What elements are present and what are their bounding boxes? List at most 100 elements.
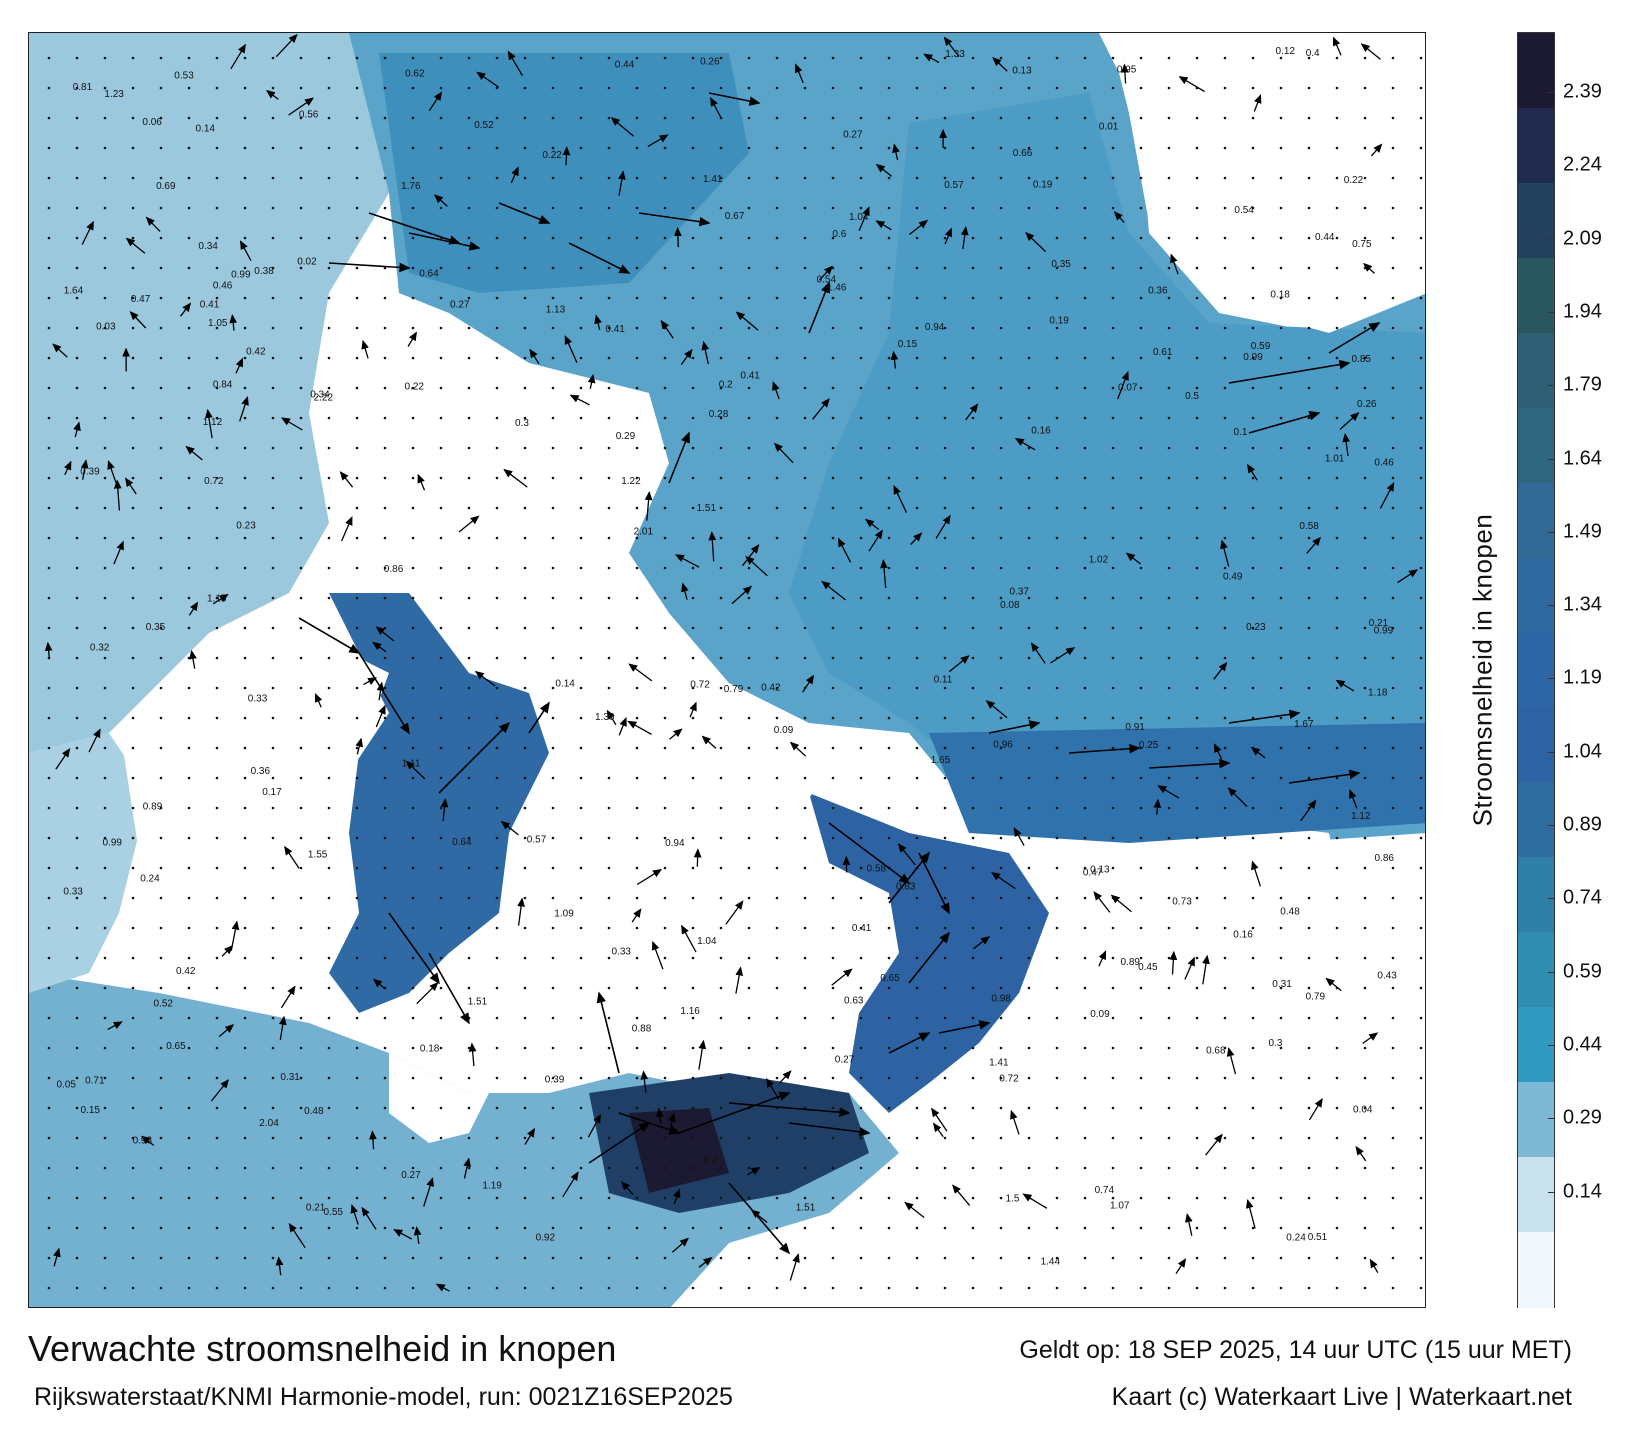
grid-dot: [383, 956, 387, 960]
grid-dot: [1279, 56, 1283, 60]
grid-dot: [859, 566, 863, 570]
grid-dot: [1167, 986, 1171, 990]
grid-dot: [271, 866, 275, 870]
grid-dot: [635, 926, 639, 930]
grid-dot: [271, 1106, 275, 1110]
grid-dot: [411, 956, 415, 960]
grid-dot: [1111, 806, 1115, 810]
grid-dot: [1055, 896, 1059, 900]
grid-dot: [159, 326, 163, 330]
grid-dot: [131, 806, 135, 810]
grid-dot: [1083, 446, 1087, 450]
grid-dot: [635, 1226, 639, 1230]
grid-dot: [271, 746, 275, 750]
speed-label: 1.01: [1325, 454, 1345, 465]
grid-dot: [523, 1076, 527, 1080]
grid-dot: [215, 746, 219, 750]
colorbar-tick-label: 1.19: [1563, 666, 1602, 689]
grid-dot: [859, 506, 863, 510]
grid-dot: [551, 296, 555, 300]
grid-dot: [187, 1016, 191, 1020]
current-arrow: [73, 421, 81, 438]
grid-dot: [1195, 1286, 1199, 1290]
grid-dot: [495, 686, 499, 690]
grid-dot: [551, 1196, 555, 1200]
grid-dot: [1307, 956, 1311, 960]
speed-label: 0.65: [166, 1041, 186, 1052]
grid-dot: [103, 1226, 107, 1230]
grid-dot: [1307, 476, 1311, 480]
grid-dot: [971, 476, 975, 480]
grid-dot: [607, 926, 611, 930]
grid-dot: [971, 596, 975, 600]
current-arrow: [80, 459, 89, 480]
current-speed-map[interactable]: 0.450.240.420.190.360.090.230.220.440.27…: [29, 33, 1426, 1308]
grid-dot: [1055, 926, 1059, 930]
grid-dot: [943, 686, 947, 690]
speed-label: 1.51: [697, 503, 717, 514]
grid-dot: [719, 416, 723, 420]
sea-west-coast: [29, 733, 149, 993]
grid-dot: [803, 896, 807, 900]
grid-dot: [859, 866, 863, 870]
current-arrow: [669, 728, 683, 740]
grid-dot: [243, 596, 247, 600]
grid-dot: [971, 1076, 975, 1080]
grid-dot: [355, 1046, 359, 1050]
grid-dot: [187, 416, 191, 420]
grid-dot: [831, 296, 835, 300]
grid-dot: [551, 236, 555, 240]
grid-dot: [971, 266, 975, 270]
grid-dot: [131, 1286, 135, 1290]
speed-label: 1.36: [595, 712, 615, 723]
grid-dot: [915, 86, 919, 90]
grid-dot: [803, 86, 807, 90]
grid-dot: [75, 236, 79, 240]
grid-dot: [551, 746, 555, 750]
grid-dot: [719, 206, 723, 210]
grid-dot: [1027, 1226, 1031, 1230]
grid-dot: [1335, 896, 1339, 900]
grid-dot: [579, 686, 583, 690]
grid-dot: [943, 506, 947, 510]
speed-label: 0.5: [1185, 391, 1199, 402]
grid-dot: [355, 866, 359, 870]
grid-dot: [1083, 686, 1087, 690]
land-areas: [119, 33, 1425, 1307]
grid-dot: [747, 596, 751, 600]
grid-dot: [1027, 416, 1031, 420]
grid-dot: [1391, 656, 1395, 660]
grid-dot: [75, 896, 79, 900]
grid-dot: [1363, 1226, 1367, 1230]
current-arrow: [710, 97, 722, 118]
grid-dot: [411, 686, 415, 690]
speed-label: 0.16: [1233, 930, 1253, 941]
grid-dot: [859, 926, 863, 930]
grid-dot: [831, 926, 835, 930]
grid-dot: [831, 1226, 835, 1230]
grid-dot: [1419, 296, 1423, 300]
grid-dot: [1223, 1286, 1227, 1290]
grid-dot: [971, 566, 975, 570]
grid-dot: [439, 776, 443, 780]
grid-dot: [1363, 176, 1367, 180]
current-arrows: [44, 33, 1419, 1292]
grid-dot: [1139, 1256, 1143, 1260]
current-arrow: [660, 319, 674, 339]
grid-dot: [1027, 356, 1031, 360]
grid-dot: [915, 1256, 919, 1260]
grid-dot: [215, 1136, 219, 1140]
current-arrow: [500, 820, 519, 836]
grid-dot: [691, 1046, 695, 1050]
grid-dot: [243, 416, 247, 420]
grid-dot: [215, 356, 219, 360]
grid-dot: [915, 326, 919, 330]
grid-dot: [383, 326, 387, 330]
grid-dot: [215, 536, 219, 540]
grid-dot: [915, 656, 919, 660]
grid-dot: [299, 836, 303, 840]
grid-dot: [1391, 776, 1395, 780]
grid-dot: [131, 746, 135, 750]
grid-dot: [467, 146, 471, 150]
grid-dot: [1223, 986, 1227, 990]
